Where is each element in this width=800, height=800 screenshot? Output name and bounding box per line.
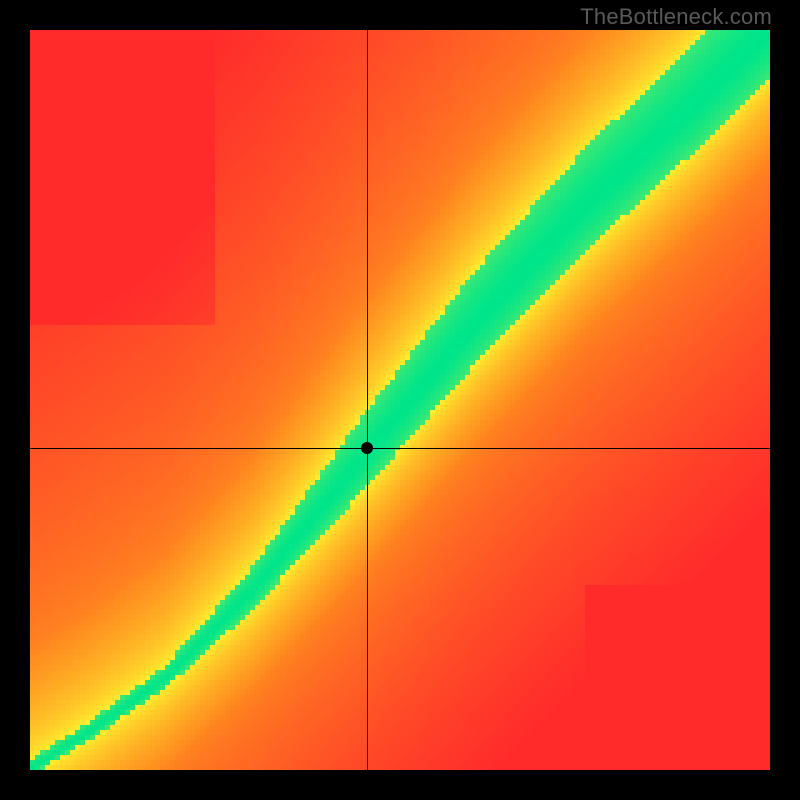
heatmap-plot: [30, 30, 770, 770]
crosshair-horizontal: [30, 448, 770, 449]
crosshair-marker-dot: [361, 442, 373, 454]
heatmap-canvas: [30, 30, 770, 770]
crosshair-vertical: [367, 30, 368, 770]
watermark-text: TheBottleneck.com: [580, 4, 772, 30]
